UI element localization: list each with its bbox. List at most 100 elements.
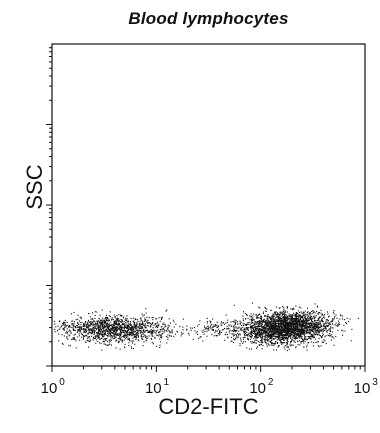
scatter-point bbox=[227, 336, 229, 338]
scatter-point bbox=[333, 344, 335, 346]
scatter-point bbox=[272, 317, 274, 319]
scatter-point bbox=[131, 326, 133, 328]
scatter-point bbox=[129, 332, 131, 334]
scatter-point bbox=[299, 331, 301, 333]
scatter-point bbox=[263, 328, 265, 330]
scatter-point bbox=[294, 332, 296, 334]
scatter-point bbox=[282, 327, 284, 329]
scatter-point bbox=[307, 321, 309, 323]
scatter-point bbox=[86, 324, 88, 326]
scatter-point bbox=[127, 332, 129, 334]
scatter-point bbox=[278, 320, 280, 322]
scatter-point bbox=[252, 330, 254, 332]
scatter-point bbox=[293, 308, 295, 310]
scatter-point bbox=[265, 334, 267, 336]
scatter-point bbox=[296, 320, 298, 322]
scatter-point bbox=[70, 331, 72, 333]
scatter-point bbox=[121, 340, 123, 342]
scatter-point bbox=[234, 319, 236, 321]
scatter-point bbox=[120, 334, 122, 336]
scatter-point bbox=[318, 337, 320, 339]
y-axis-ticks bbox=[46, 47, 52, 367]
scatter-point bbox=[287, 329, 289, 331]
scatter-point bbox=[276, 314, 278, 316]
scatter-point bbox=[286, 338, 288, 340]
scatter-point bbox=[285, 330, 287, 332]
scatter-point bbox=[246, 327, 248, 329]
scatter-point bbox=[290, 331, 292, 333]
scatter-point bbox=[225, 314, 227, 316]
scatter-point bbox=[88, 325, 90, 327]
scatter-point bbox=[280, 327, 282, 329]
scatter-point bbox=[333, 313, 335, 315]
scatter-point bbox=[118, 314, 120, 316]
scatter-point bbox=[140, 325, 142, 327]
scatter-point bbox=[151, 317, 153, 319]
scatter-point bbox=[90, 331, 92, 333]
scatter-point bbox=[149, 325, 151, 327]
scatter-point bbox=[275, 306, 277, 308]
scatter-point bbox=[265, 330, 267, 332]
scatter-point bbox=[280, 333, 282, 335]
scatter-point bbox=[280, 338, 282, 340]
scatter-point bbox=[288, 323, 290, 325]
scatter-point bbox=[238, 326, 240, 328]
scatter-point bbox=[285, 317, 287, 319]
scatter-point bbox=[313, 323, 315, 325]
scatter-point bbox=[201, 330, 203, 332]
scatter-point bbox=[273, 323, 275, 325]
scatter-point bbox=[133, 326, 135, 328]
scatter-point bbox=[291, 314, 293, 316]
scatter-point bbox=[197, 325, 199, 327]
scatter-point bbox=[240, 337, 242, 339]
scatter-point bbox=[284, 313, 286, 315]
scatter-point bbox=[68, 326, 70, 328]
scatter-point bbox=[123, 323, 125, 325]
scatter-point bbox=[258, 317, 260, 319]
scatter-point bbox=[107, 327, 109, 329]
scatter-point bbox=[325, 319, 327, 321]
scatter-point bbox=[281, 330, 283, 332]
scatter-point bbox=[99, 330, 101, 332]
scatter-point bbox=[286, 344, 288, 346]
scatter-point bbox=[301, 322, 303, 324]
scatter-point bbox=[208, 329, 210, 331]
scatter-point bbox=[301, 340, 303, 342]
scatter-point bbox=[77, 318, 79, 320]
x-tick-label-base: 10 bbox=[249, 380, 266, 397]
scatter-point bbox=[257, 332, 259, 334]
scatter-point bbox=[284, 345, 286, 347]
scatter-point bbox=[298, 327, 300, 329]
scatter-point bbox=[263, 332, 265, 334]
scatter-point bbox=[287, 337, 289, 339]
scatter-point bbox=[131, 347, 133, 349]
scatter-point bbox=[233, 326, 235, 328]
scatter-point bbox=[311, 321, 313, 323]
scatter-point bbox=[218, 332, 220, 334]
scatter-point bbox=[261, 337, 263, 339]
scatter-point bbox=[113, 333, 115, 335]
scatter-point bbox=[108, 335, 110, 337]
scatter-point bbox=[301, 317, 303, 319]
scatter-point bbox=[310, 338, 312, 340]
scatter-point bbox=[304, 310, 306, 312]
scatter-point bbox=[251, 320, 253, 322]
scatter-point bbox=[140, 335, 142, 337]
scatter-point bbox=[293, 336, 295, 338]
scatter-point bbox=[146, 316, 148, 318]
scatter-point bbox=[111, 326, 113, 328]
scatter-point bbox=[150, 333, 152, 335]
scatter-point bbox=[251, 341, 253, 343]
scatter-point bbox=[323, 339, 325, 341]
scatter-point bbox=[295, 334, 297, 336]
scatter-point bbox=[311, 341, 313, 343]
scatter-point bbox=[229, 324, 231, 326]
scatter-point bbox=[137, 325, 139, 327]
scatter-point bbox=[173, 335, 175, 337]
x-tick-label-exponent: 2 bbox=[268, 377, 274, 388]
scatter-point bbox=[196, 331, 198, 333]
scatter-point bbox=[130, 346, 132, 348]
scatter-point bbox=[331, 334, 333, 336]
scatter-point bbox=[265, 343, 267, 345]
scatter-point bbox=[95, 325, 97, 327]
